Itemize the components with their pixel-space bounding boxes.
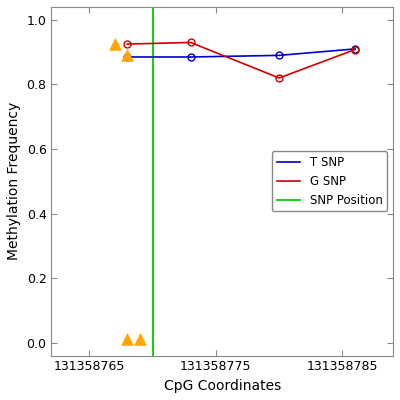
Point	[124, 52, 130, 58]
Legend: T SNP, G SNP, SNP Position: T SNP, G SNP, SNP Position	[272, 151, 387, 212]
X-axis label: CpG Coordinates: CpG Coordinates	[164, 379, 281, 393]
Point	[137, 336, 143, 343]
Point	[124, 336, 130, 343]
Point	[112, 41, 118, 47]
Y-axis label: Methylation Frequency: Methylation Frequency	[7, 102, 21, 260]
